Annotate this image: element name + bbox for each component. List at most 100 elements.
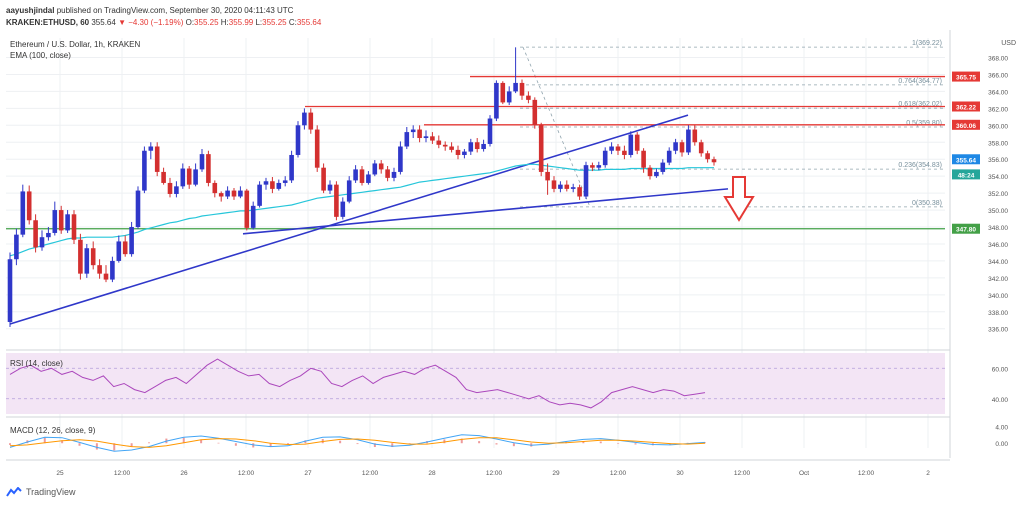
candle-body: [327, 184, 333, 191]
price-chart[interactable]: 1(369.22) 0.764(364.77) 0.618(362.02) 0.5(3…: [0, 30, 1031, 500]
candle-body: [679, 142, 685, 153]
price-change: ▼ −4.30 (−1.19%): [118, 18, 184, 27]
rising-trend-line: [9, 114, 689, 325]
candle-body: [20, 191, 26, 235]
candle-body: [193, 169, 198, 185]
candle-body: [538, 125, 544, 172]
symbol-label: KRAKEN:ETHUSD, 60: [6, 18, 90, 27]
candle-body: [276, 182, 282, 189]
level-price-label: 362.22: [956, 104, 976, 111]
candle-body: [154, 146, 160, 172]
candle-body: [487, 118, 493, 144]
y-tick-label: 338.00: [988, 310, 1008, 317]
price-marker-label: 355.64: [956, 157, 976, 164]
candle-body: [225, 190, 230, 197]
candle-body: [142, 150, 147, 191]
candle-body: [65, 214, 70, 231]
x-tick-label: 12:00: [114, 470, 131, 477]
candle-body: [455, 149, 461, 155]
open-label: O:: [185, 18, 195, 27]
x-tick-label: 12:00: [734, 470, 751, 477]
x-tick-label: 2: [926, 470, 930, 477]
y-tick-label: 352.00: [988, 191, 1008, 198]
candle-body: [654, 171, 659, 177]
candle-body: [519, 82, 525, 96]
y-tick-label: 354.00: [988, 174, 1008, 181]
horizontal-levels: [6, 75, 945, 230]
macd-histogram-bar: [582, 441, 585, 444]
fib-label: 0.618(362.02): [898, 101, 942, 108]
candle-body: [481, 143, 486, 150]
candle-body: [321, 167, 326, 191]
candle-body: [270, 181, 275, 189]
rsi-band: [6, 353, 945, 414]
tradingview-footer[interactable]: TradingView: [6, 487, 76, 497]
candle-body: [263, 181, 269, 185]
macd-histogram-bar: [200, 439, 203, 444]
author-name[interactable]: aayushjindal: [6, 6, 55, 15]
x-tick-label: Oct: [799, 470, 809, 477]
candle-body: [622, 150, 627, 155]
y-tick-label: 368.00: [988, 55, 1008, 62]
candle-body: [430, 136, 435, 141]
candle-body: [33, 220, 38, 248]
macd-histogram-bar: [43, 437, 46, 444]
candle-body: [366, 174, 371, 183]
y-tick-label: 358.00: [988, 140, 1008, 147]
candle-body: [615, 146, 621, 151]
candle-body: [378, 163, 384, 170]
candle-body: [58, 210, 64, 231]
y-tick-label: 346.00: [988, 242, 1008, 249]
candle-body: [506, 91, 512, 103]
candle-body: [295, 125, 301, 155]
candle-body: [417, 129, 422, 139]
fib-label: 0(350.38): [912, 200, 942, 207]
y-tick-label: 344.00: [988, 259, 1008, 266]
candle-body: [359, 169, 365, 183]
macd-histogram-bar: [234, 443, 237, 446]
candle-body: [353, 169, 358, 181]
candle-body: [135, 190, 141, 228]
y-tick-label: 364.00: [988, 89, 1008, 96]
y-tick-label: 336.00: [988, 327, 1008, 334]
candle-body: [314, 129, 320, 168]
candle-body: [564, 184, 570, 189]
candle-body: [52, 210, 58, 233]
macd-histogram-bar: [356, 443, 359, 445]
candle-body: [641, 150, 646, 168]
candle-body: [186, 168, 192, 185]
candle-body: [666, 150, 672, 163]
macd-histogram-bar: [113, 443, 116, 451]
candle-body: [244, 190, 250, 228]
tradingview-logo-icon: [6, 487, 22, 497]
candle-body: [558, 184, 563, 189]
candle-body: [97, 265, 102, 274]
candle-body: [391, 171, 397, 178]
candle-body: [468, 142, 474, 152]
candle-body: [71, 214, 77, 240]
ema-legend: EMA (100, close): [10, 51, 71, 60]
candle-body: [346, 180, 352, 202]
rsi-path: [9, 358, 706, 409]
candle-body: [577, 187, 582, 197]
candle-body: [423, 136, 429, 139]
candle-body: [340, 201, 346, 217]
macd-histogram-bar: [182, 437, 185, 444]
axes: 336.00 338.00 340.00 342.00 344.00 346.00 348.…: [6, 30, 1008, 477]
candle-body: [494, 82, 499, 119]
x-tick-label: 25: [56, 470, 64, 477]
high-value: 355.99: [228, 18, 254, 27]
x-tick-label: 12:00: [486, 470, 503, 477]
y-tick-label: 366.00: [988, 72, 1008, 79]
candle-body: [174, 186, 179, 194]
price-marker-label: 48:24: [958, 172, 975, 179]
candle-body: [583, 165, 589, 197]
candle-body: [7, 259, 13, 322]
level-price-label: 347.80: [956, 227, 976, 234]
down-arrow-icon: [723, 176, 755, 222]
candle-body: [385, 169, 390, 178]
x-tick-label: 28: [428, 470, 436, 477]
close-label: C:: [288, 18, 297, 27]
candle-body: [39, 237, 45, 248]
candle-body: [180, 168, 186, 187]
